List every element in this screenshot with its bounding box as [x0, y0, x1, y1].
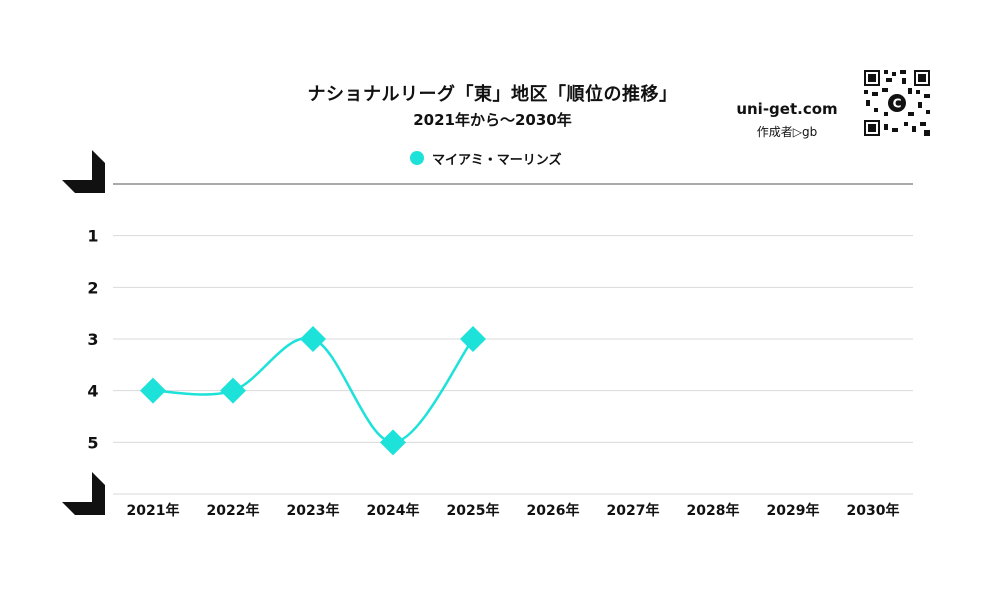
- y-tick-label: 1: [87, 227, 98, 246]
- data-point-marker: [140, 377, 166, 404]
- corner-bracket-cutout: [62, 470, 92, 502]
- data-point-marker: [380, 429, 406, 456]
- legend-swatch: [410, 151, 424, 165]
- qr-code: C: [862, 68, 932, 138]
- legend: マイアミ・マーリンズ: [410, 150, 562, 168]
- x-tick-label: 2030年: [847, 502, 900, 519]
- y-tick-label: 5: [87, 433, 98, 452]
- x-tick-label: 2024年: [367, 502, 420, 519]
- data-point-marker: [300, 326, 326, 352]
- data-point-marker: [460, 326, 486, 352]
- chart-title: ナショナルリーグ「東」地区「順位の推移」: [307, 84, 678, 105]
- chart-subtitle: 2021年から〜2030年: [413, 111, 572, 129]
- x-tick-label: 2026年: [527, 502, 580, 519]
- x-tick-label: 2028年: [687, 502, 740, 519]
- x-tick-label: 2023年: [287, 502, 340, 519]
- y-tick-label: 2: [87, 278, 98, 297]
- x-tick-label: 2021年: [127, 502, 180, 519]
- x-tick-label: 2022年: [207, 502, 260, 519]
- x-tick-label: 2025年: [447, 502, 500, 519]
- x-tick-label: 2029年: [767, 502, 820, 519]
- author-credit: 作成者▷gb: [756, 125, 818, 139]
- data-point-marker: [220, 377, 246, 404]
- x-tick-label: 2027年: [607, 502, 660, 519]
- site-brand: uni-get.com: [736, 100, 838, 118]
- corner-bracket-cutout: [62, 148, 92, 180]
- svg-text:C: C: [893, 97, 902, 111]
- legend-label: マイアミ・マーリンズ: [432, 152, 562, 168]
- y-tick-label: 4: [87, 382, 98, 401]
- y-tick-label: 3: [87, 330, 98, 349]
